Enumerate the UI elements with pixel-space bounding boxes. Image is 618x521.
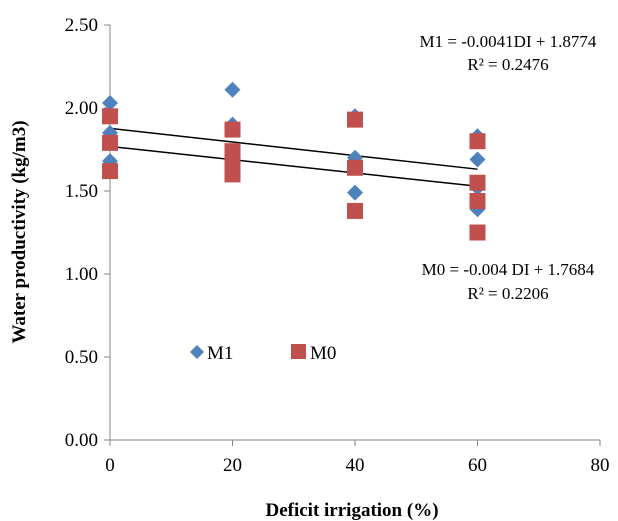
point-m0	[224, 153, 241, 170]
m1-trend-r2: R² = 0.2476	[467, 55, 548, 74]
point-m0	[102, 134, 118, 151]
m0-trend-equation: M0 = -0.004 DI + 1.7684	[422, 260, 595, 279]
point-m0	[347, 202, 363, 219]
legend-m0-marker	[291, 344, 306, 359]
y-tick-label: 0.50	[65, 347, 98, 368]
trendline-m0	[109, 145, 478, 188]
axis-ticks: 0.00 0.50 1.00 1.50 2.00 2.50 0 20 40 60 80	[65, 15, 610, 476]
point-m1	[469, 151, 486, 168]
point-m1	[347, 184, 363, 201]
y-tick-label: 2.50	[65, 15, 98, 36]
legend-m1-label: M1	[207, 343, 233, 364]
y-axis-title: Water productivity (kg/m3)	[9, 120, 30, 343]
point-m0	[224, 121, 241, 138]
point-m0	[102, 163, 118, 180]
point-m0	[469, 174, 486, 191]
legend-m1-marker	[190, 345, 204, 359]
y-tick-label: 1.00	[65, 264, 98, 285]
m1-trend-equation: M1 = -0.0041DI + 1.8774	[420, 32, 597, 51]
point-m0	[469, 192, 486, 209]
point-m0	[469, 133, 486, 150]
data-points	[102, 81, 486, 241]
x-axis-title: Deficit irrigation (%)	[265, 500, 438, 521]
legend-m0-label: M0	[310, 343, 336, 364]
x-tick-label: 80	[591, 455, 610, 476]
point-m1	[224, 81, 241, 98]
y-tick-label: 2.00	[65, 98, 98, 119]
point-m1	[102, 95, 118, 112]
trendlines	[109, 127, 478, 188]
y-tick-label: 0.00	[65, 430, 98, 451]
m0-trend-r2: R² = 0.2206	[467, 284, 548, 303]
point-m0	[347, 159, 363, 176]
y-tick-label: 1.50	[65, 181, 98, 202]
point-m0	[224, 166, 241, 183]
point-m0	[347, 111, 363, 128]
point-m0	[102, 108, 118, 125]
x-tick-label: 0	[105, 455, 115, 476]
legend: M1 M0	[190, 343, 336, 364]
x-tick-label: 60	[468, 455, 487, 476]
x-tick-label: 20	[223, 455, 242, 476]
trendline-m1	[109, 127, 478, 170]
x-tick-label: 40	[346, 455, 365, 476]
point-m0	[469, 224, 486, 241]
